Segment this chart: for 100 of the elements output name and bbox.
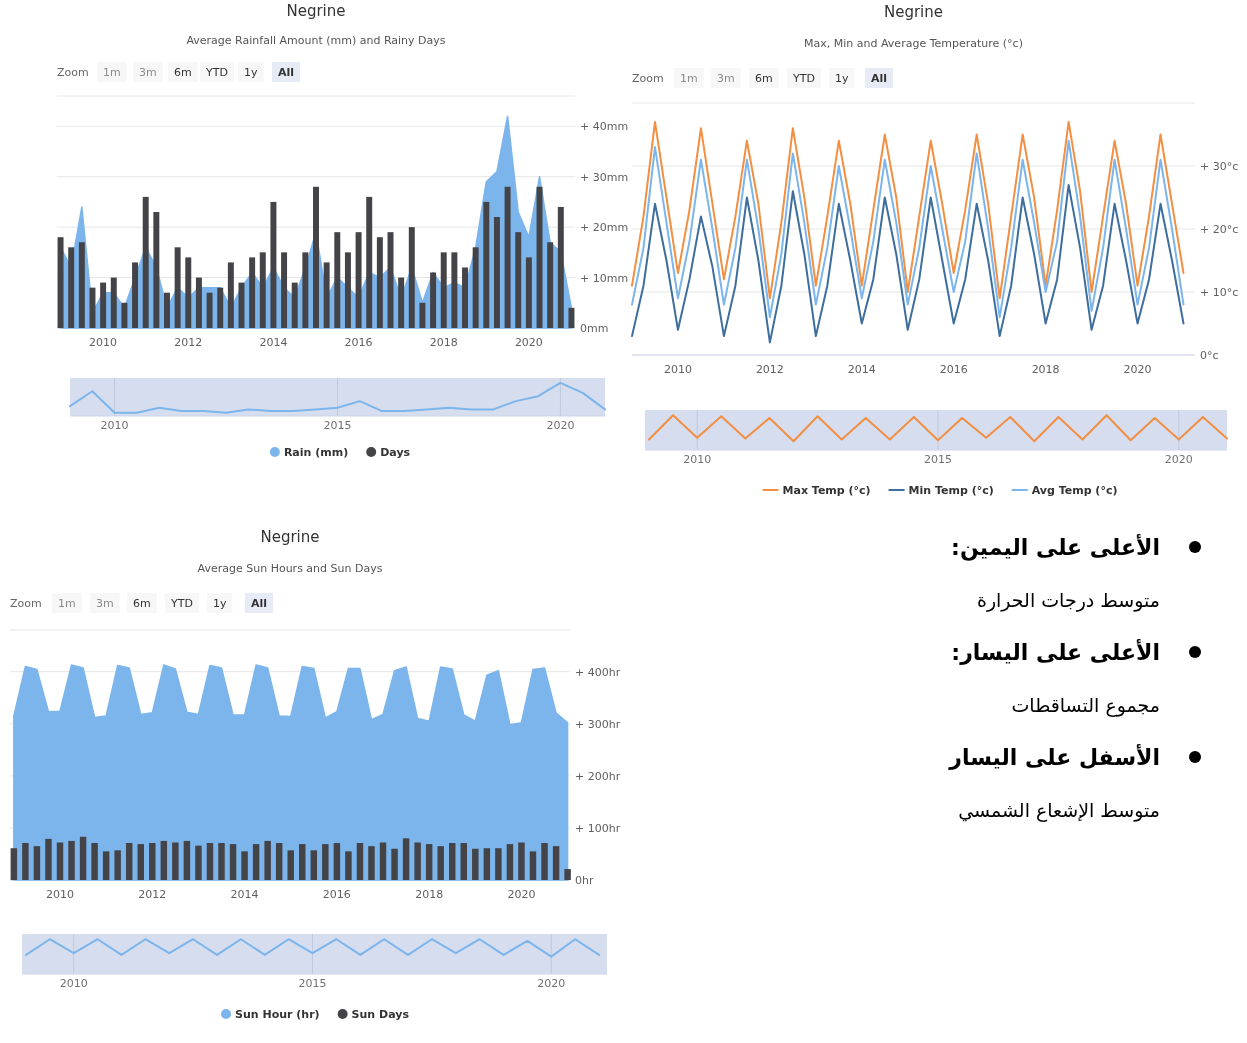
zoom-button: 3m: [133, 62, 163, 82]
bar: [557, 206, 564, 328]
zoom-button: All: [865, 68, 894, 88]
bar: [78, 242, 85, 328]
bar: [313, 186, 319, 328]
bar: [172, 842, 179, 880]
bar: [45, 838, 52, 880]
bar: [79, 836, 87, 880]
bar: [323, 262, 330, 328]
line-series: [631, 120, 1185, 300]
bar: [472, 247, 479, 328]
x-tick-label: 2010: [663, 363, 692, 376]
bar: [376, 237, 383, 328]
y-tick-label: + 30mm: [580, 170, 629, 184]
bar: [142, 196, 149, 328]
x-tick-label: 2016: [322, 888, 351, 901]
zoom-button: 3m: [90, 593, 120, 613]
bar: [10, 848, 18, 880]
bar: [275, 843, 283, 880]
legend-label: Min Temp (°c): [908, 484, 994, 497]
bar: [334, 232, 341, 328]
bar: [185, 257, 192, 328]
x-tick-label: 2015: [298, 977, 327, 990]
x-tick-label: 2010: [100, 419, 129, 432]
x-tick-label: 2018: [1031, 363, 1060, 376]
bar: [137, 844, 144, 880]
bar: [299, 844, 306, 880]
y-tick-label: + 100hr: [575, 821, 621, 835]
bar: [110, 277, 117, 328]
bar: [183, 840, 191, 880]
bar: [495, 848, 502, 880]
text: الأعلى على اليسار:: [951, 638, 1160, 665]
text: Zoom: [632, 72, 664, 85]
bar: [344, 252, 351, 328]
bar: [310, 850, 318, 880]
bar: [437, 846, 444, 880]
bar: [493, 217, 500, 328]
chart-title: Negrine: [883, 3, 944, 21]
zoom-button: 1m: [674, 68, 704, 88]
bar: [259, 252, 266, 328]
bar: [270, 201, 277, 328]
zoom-button: YTD: [165, 593, 199, 613]
x-tick-label: 2012: [174, 336, 203, 349]
y-tick-label: + 10mm: [580, 271, 629, 285]
text: الأعلى على اليمين:: [951, 533, 1160, 561]
text: Zoom: [57, 66, 89, 79]
bar: [529, 851, 537, 880]
bar: [322, 844, 329, 880]
chart-title: Negrine: [260, 528, 320, 546]
x-tick-label: 2020: [507, 888, 536, 901]
zoom-button: 6m: [749, 68, 779, 88]
x-tick-label: 2020: [514, 336, 543, 349]
bar: [506, 844, 514, 880]
bar: [132, 262, 139, 328]
bar: [91, 843, 98, 880]
x-tick-label: 2020: [1164, 453, 1193, 466]
zoom-button: All: [245, 593, 274, 613]
y-tick-label: 0hr: [575, 874, 594, 887]
bar: [229, 844, 237, 880]
bar: [398, 277, 405, 328]
line-series: [631, 139, 1185, 319]
bar: [402, 838, 410, 880]
x-tick-label: 2015: [323, 419, 352, 432]
bar: [125, 843, 133, 880]
y-tick-label: + 300hr: [575, 717, 621, 731]
bar: [249, 257, 256, 328]
legend-label: Rain (mm): [283, 446, 349, 459]
bar: [462, 267, 468, 328]
bar: [451, 252, 458, 328]
bar: [541, 843, 548, 880]
x-tick-label: 2012: [138, 888, 167, 901]
y-tick-label: 0°c: [1200, 349, 1219, 362]
bar: [515, 232, 522, 328]
bar: [206, 843, 214, 880]
zoom-button: 3m: [711, 68, 741, 88]
bar: [547, 242, 554, 328]
y-tick-label: + 30°c: [1200, 160, 1239, 173]
bar: [425, 844, 433, 880]
x-tick-label: 2020: [1123, 363, 1152, 376]
bar: [568, 307, 575, 328]
text: متوسط درجات الحرارة: [976, 589, 1160, 612]
y-tick-label: + 400hr: [575, 665, 621, 679]
bar: [391, 848, 398, 880]
bar: [379, 842, 387, 880]
x-tick-label: 2014: [847, 363, 876, 376]
y-tick-label: 0mm: [580, 322, 609, 335]
y-tick-label: + 20°c: [1200, 223, 1239, 236]
bar: [195, 845, 202, 880]
chart-subtitle: Average Sun Hours and Sun Days: [197, 562, 383, 575]
bar: [552, 846, 560, 880]
bar: [483, 201, 490, 328]
bar: [525, 257, 532, 328]
bar: [100, 282, 107, 328]
bar: [102, 851, 110, 880]
x-tick-label: 2016: [939, 363, 968, 376]
y-tick-label: + 40mm: [580, 120, 629, 134]
bar: [440, 252, 447, 328]
bar: [355, 232, 362, 328]
bar: [227, 262, 234, 328]
bar: [449, 843, 456, 880]
